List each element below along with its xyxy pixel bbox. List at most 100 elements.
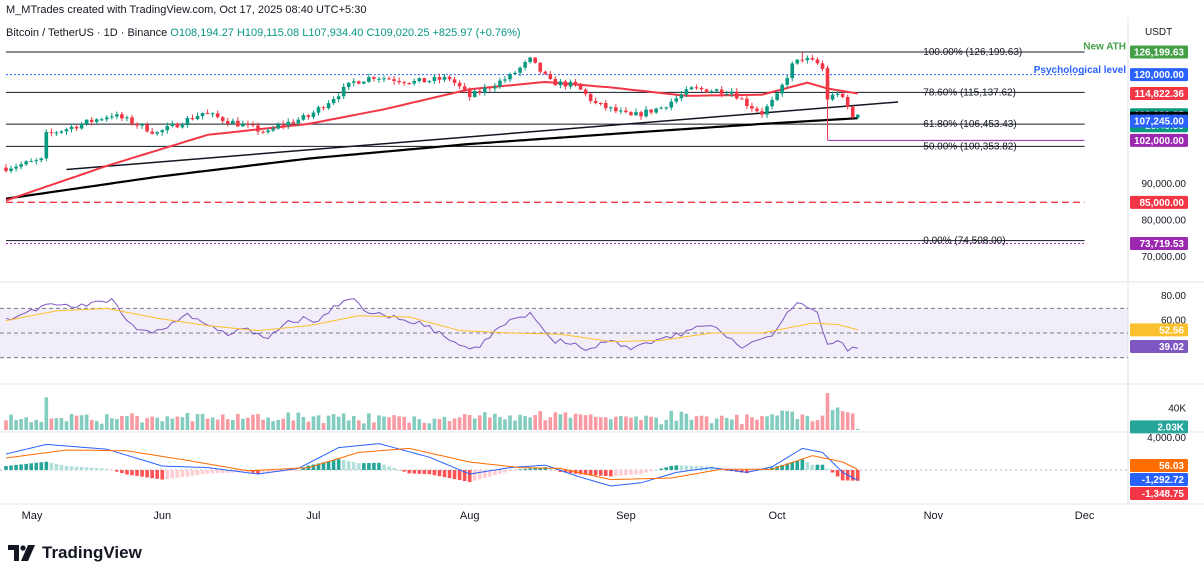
- candle-body: [74, 126, 79, 129]
- ohlc-change: +825.97 (+0.76%): [432, 27, 521, 39]
- volume-bar: [593, 416, 598, 430]
- volume-bar: [135, 415, 139, 430]
- candle-body: [155, 132, 159, 134]
- volume-bar: [588, 414, 593, 430]
- volume-bar: [664, 419, 669, 430]
- candle-body: [427, 80, 432, 83]
- candle-body: [135, 124, 139, 126]
- tradingview-logo: TradingView: [8, 542, 142, 564]
- price-tag: 73,719.53: [1140, 239, 1185, 250]
- candle-body: [593, 100, 598, 103]
- candle-body: [316, 107, 321, 113]
- candle-body: [528, 57, 532, 63]
- volume-bar: [341, 413, 346, 430]
- candle-body: [775, 93, 779, 100]
- macd-hist-bar: [155, 470, 159, 479]
- volume-bar: [724, 417, 729, 430]
- macd-hist-bar: [422, 470, 427, 475]
- candle-body: [437, 77, 442, 80]
- macd-hist-bar: [830, 470, 835, 473]
- candle-body: [215, 113, 220, 118]
- volume-bar: [845, 412, 850, 430]
- volume-bar: [704, 416, 709, 430]
- volume-bar: [94, 421, 99, 430]
- candle-body: [286, 121, 291, 126]
- x-tick-label: Sep: [616, 510, 636, 522]
- macd-hist-bar: [427, 470, 432, 475]
- volume-bar: [160, 421, 165, 430]
- macd-hist-bar: [220, 470, 225, 474]
- volume-bar: [689, 419, 694, 430]
- candle-body: [24, 161, 28, 165]
- volume-bar: [377, 415, 381, 430]
- candle-body: [483, 87, 487, 93]
- volume-bar: [296, 412, 301, 430]
- macd-hist-bar: [790, 462, 795, 470]
- candle-body: [765, 106, 769, 115]
- volume-bar: [4, 420, 8, 430]
- volume-bar: [326, 415, 331, 430]
- x-tick-label: May: [22, 510, 43, 522]
- volume-bar: [790, 411, 795, 430]
- candle-body: [452, 79, 457, 83]
- candle-body: [568, 81, 573, 87]
- macd-hist-bar: [840, 470, 845, 481]
- candle-body: [498, 80, 502, 87]
- macd-line: [5, 443, 859, 487]
- volume-bar: [745, 414, 749, 430]
- volume-bar: [301, 416, 306, 430]
- candle-body: [306, 115, 311, 117]
- volume-bar: [432, 418, 437, 430]
- candle-body: [558, 81, 563, 86]
- candle-body: [357, 81, 361, 84]
- candle-body: [49, 132, 54, 134]
- macd-hist-bar: [19, 464, 23, 470]
- candle-body: [790, 63, 795, 79]
- volume-bar: [669, 410, 674, 430]
- rsi-tick-label: 80.00: [1161, 291, 1186, 302]
- candle-body: [795, 59, 800, 64]
- macd-hist-bar: [583, 470, 588, 475]
- candle-body: [850, 106, 855, 118]
- candle-body: [190, 118, 195, 120]
- macd-hist-bar: [180, 470, 185, 478]
- candle-body: [321, 107, 326, 109]
- volume-bar: [760, 416, 764, 430]
- candle-body: [346, 82, 351, 87]
- symbol-title[interactable]: Bitcoin / TetherUS · 1D · Binance: [6, 27, 168, 39]
- candle-body: [760, 111, 764, 115]
- macd-hist-bar: [135, 470, 139, 476]
- volume-bar: [210, 417, 215, 430]
- macd-hist-bar: [150, 470, 154, 479]
- volume-tag: 2.03K: [1157, 422, 1184, 433]
- macd-hist-bar: [185, 470, 190, 477]
- candle-body: [493, 86, 497, 89]
- macd-hist-bar: [800, 459, 805, 470]
- macd-hist-bar: [64, 466, 69, 470]
- candle-body: [472, 90, 477, 97]
- rsi-tag-bg: [1130, 339, 1188, 353]
- macd-hist-bar: [825, 468, 830, 470]
- macd-hist-bar: [4, 466, 8, 470]
- macd-hist-bar: [251, 470, 255, 473]
- macd-hist-bar: [346, 461, 351, 470]
- volume-bars: [4, 393, 860, 430]
- macd-hist-bar: [241, 470, 245, 473]
- macd-hist-bar: [382, 464, 386, 470]
- volume-bar: [699, 415, 704, 430]
- candle-body: [659, 107, 663, 109]
- macd-hist-bar: [34, 462, 39, 470]
- candle-body: [624, 110, 628, 113]
- macd-hist-bar: [850, 470, 855, 481]
- volume-bar: [477, 415, 482, 430]
- volume-bar: [145, 418, 149, 430]
- macd-hist-bar: [639, 470, 643, 474]
- macd-hist-bar: [533, 467, 537, 470]
- candle-body: [266, 130, 270, 133]
- currency-label[interactable]: USDT: [1145, 27, 1173, 38]
- volume-bar: [598, 417, 603, 430]
- macd-hist-bar: [130, 470, 134, 476]
- candle-body: [115, 114, 119, 117]
- candles-group: [4, 52, 860, 174]
